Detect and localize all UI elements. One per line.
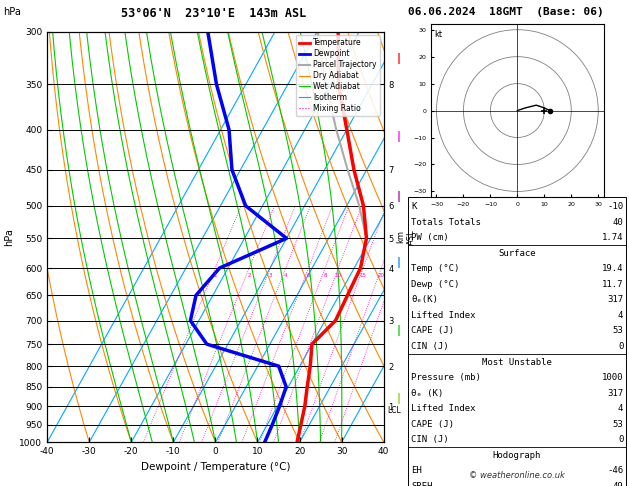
Text: 15: 15 xyxy=(360,273,367,278)
Text: 3: 3 xyxy=(269,273,272,278)
Text: |: | xyxy=(396,257,400,268)
Text: Temp (°C): Temp (°C) xyxy=(411,264,460,273)
X-axis label: Dewpoint / Temperature (°C): Dewpoint / Temperature (°C) xyxy=(141,462,290,472)
Text: LCL: LCL xyxy=(387,406,401,415)
Text: CAPE (J): CAPE (J) xyxy=(411,420,454,429)
Text: |: | xyxy=(396,393,400,404)
Text: SREH: SREH xyxy=(411,482,433,486)
Text: 1.74: 1.74 xyxy=(602,233,623,242)
Text: 1: 1 xyxy=(213,273,217,278)
Text: Surface: Surface xyxy=(498,249,536,258)
Text: 53: 53 xyxy=(613,420,623,429)
Text: hPa: hPa xyxy=(3,7,21,17)
Text: Hodograph: Hodograph xyxy=(493,451,541,460)
Text: 53: 53 xyxy=(613,327,623,335)
Text: 19.4: 19.4 xyxy=(602,264,623,273)
Text: 53°06'N  23°10'E  143m ASL: 53°06'N 23°10'E 143m ASL xyxy=(121,7,306,20)
Text: 06.06.2024  18GMT  (Base: 06): 06.06.2024 18GMT (Base: 06) xyxy=(408,7,603,17)
Text: |: | xyxy=(396,191,400,202)
Text: |: | xyxy=(396,53,400,64)
Text: 4: 4 xyxy=(284,273,287,278)
Text: 20: 20 xyxy=(378,273,385,278)
Text: 4: 4 xyxy=(618,404,623,413)
Text: Totals Totals: Totals Totals xyxy=(411,218,481,226)
Text: Dewp (°C): Dewp (°C) xyxy=(411,280,460,289)
Text: 8: 8 xyxy=(323,273,327,278)
Text: θₑ(K): θₑ(K) xyxy=(411,295,438,304)
Text: |: | xyxy=(396,325,400,336)
Text: Lifted Index: Lifted Index xyxy=(411,404,476,413)
Text: |: | xyxy=(396,131,400,141)
Text: 317: 317 xyxy=(607,295,623,304)
Text: 2: 2 xyxy=(247,273,251,278)
Text: Pressure (mb): Pressure (mb) xyxy=(411,373,481,382)
Text: © weatheronline.co.uk: © weatheronline.co.uk xyxy=(469,471,565,480)
Text: 40: 40 xyxy=(613,218,623,226)
Text: Most Unstable: Most Unstable xyxy=(482,358,552,366)
Text: EH: EH xyxy=(411,467,422,475)
Text: 11.7: 11.7 xyxy=(602,280,623,289)
Text: 1000: 1000 xyxy=(602,373,623,382)
Y-axis label: hPa: hPa xyxy=(4,228,14,246)
Text: 317: 317 xyxy=(607,389,623,398)
Text: 10: 10 xyxy=(335,273,342,278)
Text: 49: 49 xyxy=(613,482,623,486)
Legend: Temperature, Dewpoint, Parcel Trajectory, Dry Adiabat, Wet Adiabat, Isotherm, Mi: Temperature, Dewpoint, Parcel Trajectory… xyxy=(296,35,380,116)
Text: 0: 0 xyxy=(618,342,623,351)
Text: CIN (J): CIN (J) xyxy=(411,435,449,444)
Text: kt: kt xyxy=(434,30,442,39)
Text: CAPE (J): CAPE (J) xyxy=(411,327,454,335)
Text: 0: 0 xyxy=(618,435,623,444)
Text: θₑ (K): θₑ (K) xyxy=(411,389,443,398)
Text: -46: -46 xyxy=(607,467,623,475)
Text: 4: 4 xyxy=(618,311,623,320)
Text: 6: 6 xyxy=(307,273,310,278)
Text: CIN (J): CIN (J) xyxy=(411,342,449,351)
Text: K: K xyxy=(411,202,417,211)
Y-axis label: km
ASL: km ASL xyxy=(397,229,416,245)
Text: Lifted Index: Lifted Index xyxy=(411,311,476,320)
Text: PW (cm): PW (cm) xyxy=(411,233,449,242)
Text: -10: -10 xyxy=(607,202,623,211)
